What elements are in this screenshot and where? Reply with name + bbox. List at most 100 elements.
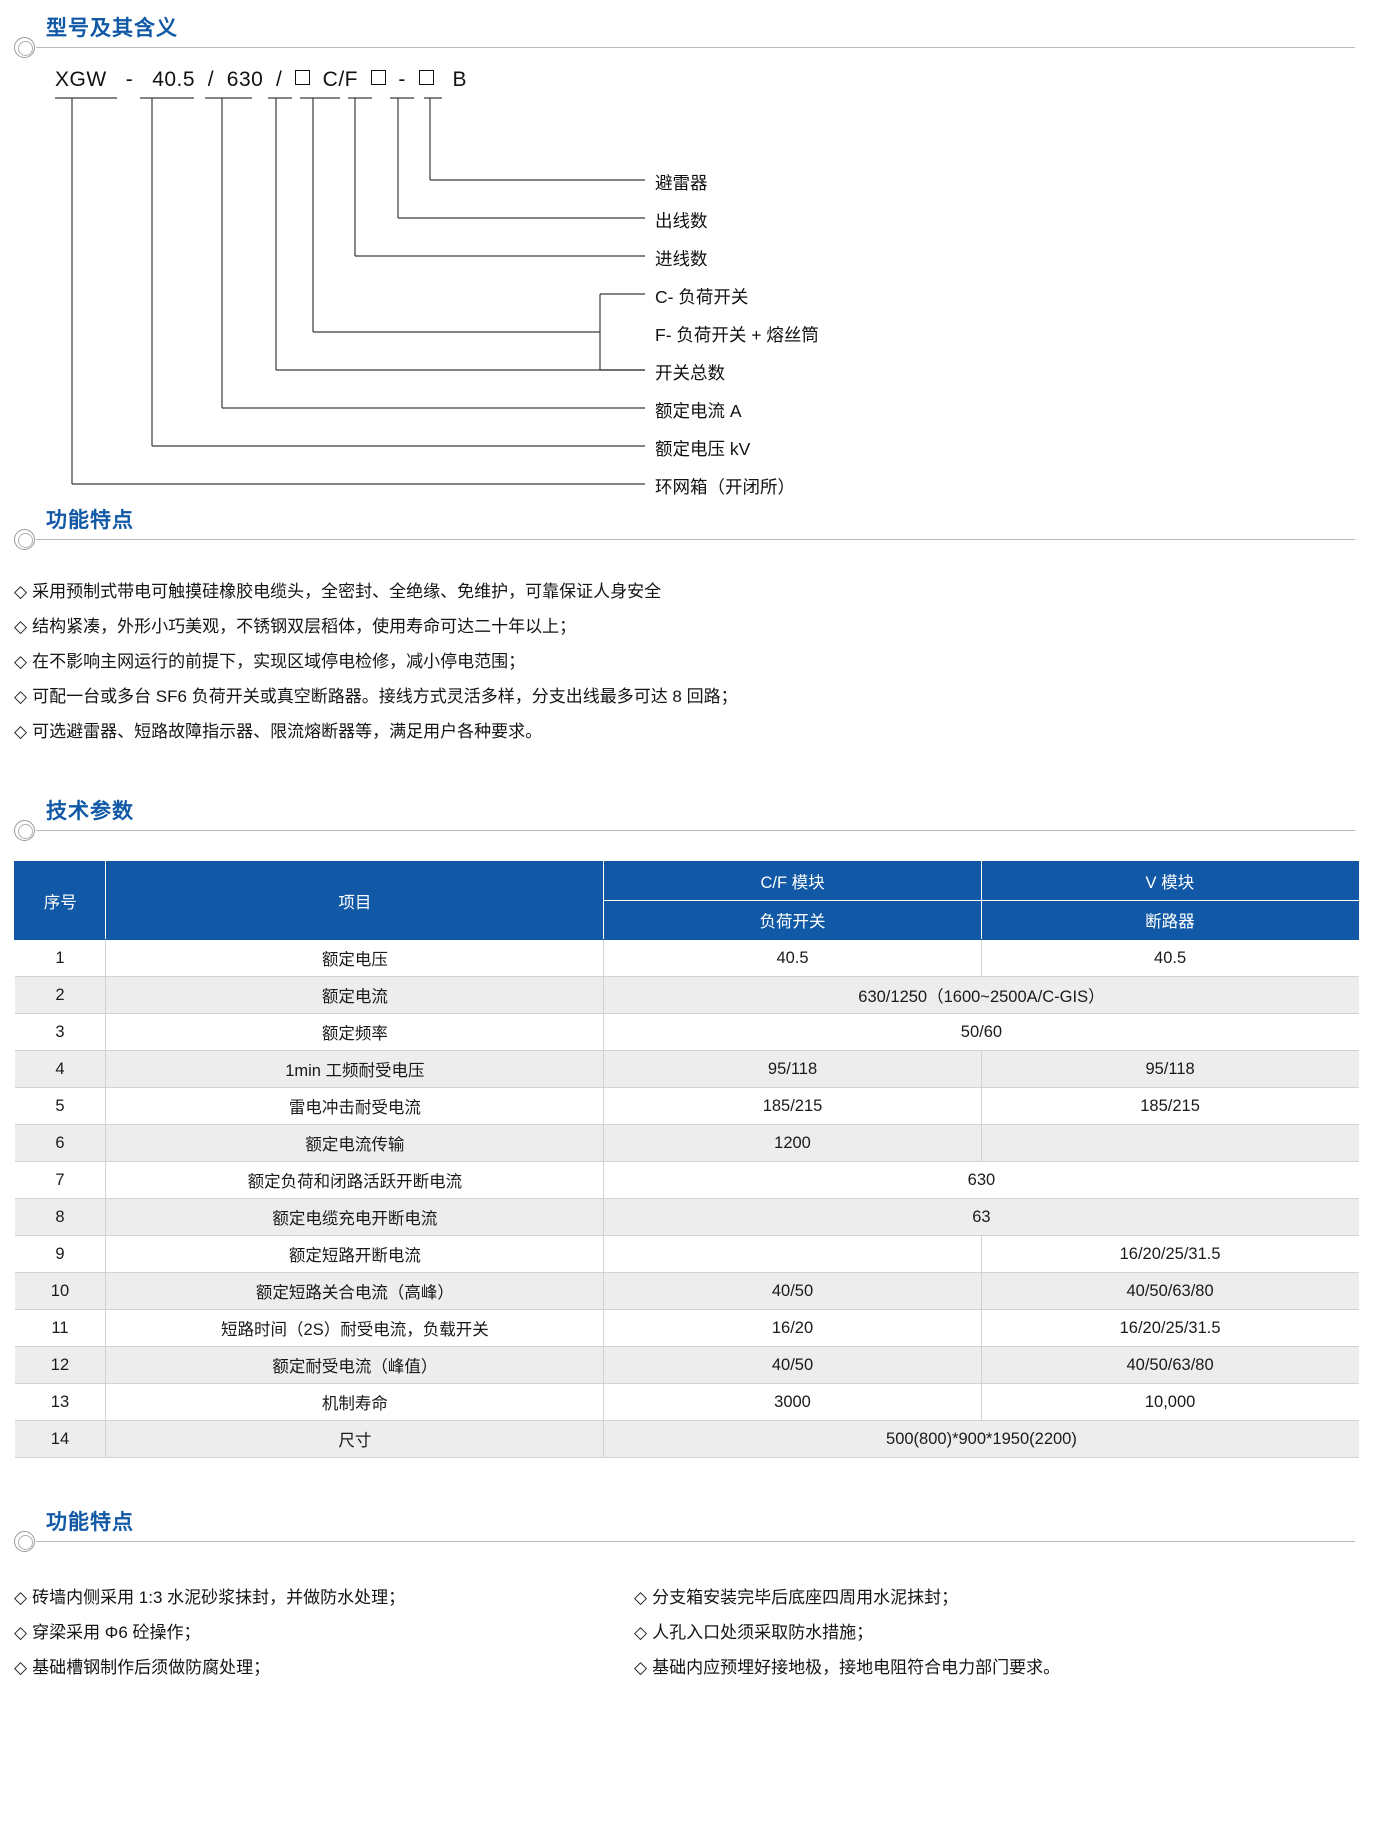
cell-merged-value: 500(800)*900*1950(2200) bbox=[603, 1420, 1359, 1458]
table-row: 8 额定电缆充电开断电流 63 bbox=[14, 1198, 1359, 1236]
cell-v-value: 40/50/63/80 bbox=[981, 1272, 1359, 1310]
table-row: 7 额定负荷和闭路活跃开断电流 630 bbox=[14, 1161, 1359, 1199]
model-label-outgoing-lines: 出线数 bbox=[655, 211, 708, 231]
cell-cf-value bbox=[603, 1235, 982, 1273]
ring-marker-icon bbox=[14, 820, 35, 841]
list-item: ◇ 可选避雷器、短路故障指示器、限流熔断器等，满足用户各种要求。 bbox=[14, 714, 1373, 749]
cell-no: 2 bbox=[14, 976, 107, 1014]
note-text: 人孔入口处须采取防水措施； bbox=[652, 1623, 874, 1642]
model-voltage: 40.5 bbox=[152, 68, 196, 91]
note-text: 穿梁采用 Φ6 砼操作； bbox=[32, 1623, 201, 1642]
notes-title: 功能特点 bbox=[46, 1511, 134, 1534]
cell-cf-value: 40/50 bbox=[603, 1272, 982, 1310]
col-header-v-module: V 模块 bbox=[980, 861, 1360, 901]
list-item: ◇ 人孔入口处须采取防水措施； bbox=[634, 1615, 1060, 1650]
table-header-row: 序号 项目 C/F 模块 V 模块 bbox=[13, 861, 1360, 940]
feature-text: 结构紧凑，外形小巧美观，不锈钢双层稻体，使用寿命可达二十年以上； bbox=[32, 617, 577, 636]
table-row: 3 额定频率 50/60 bbox=[14, 1013, 1359, 1051]
cell-cf-value: 185/215 bbox=[603, 1087, 982, 1125]
cell-cf-value: 16/20 bbox=[603, 1309, 982, 1347]
model-box-2 bbox=[370, 70, 386, 85]
cell-no: 7 bbox=[14, 1161, 107, 1199]
cell-v-value: 95/118 bbox=[981, 1050, 1359, 1088]
diamond-bullet-icon: ◇ bbox=[14, 652, 28, 671]
cell-item: 额定短路关合电流（高峰） bbox=[105, 1272, 605, 1310]
table-row: 14 尺寸 500(800)*900*1950(2200) bbox=[14, 1420, 1359, 1458]
section-header-notes: 功能特点 bbox=[0, 1494, 1373, 1552]
notes-left-column: ◇ 砖墙内侧采用 1:3 水泥砂浆抹封，并做防水处理； ◇ 穿梁采用 Φ6 砼操作；… bbox=[14, 1580, 405, 1685]
model-leader-lines bbox=[55, 97, 645, 485]
model-label-rated-current: 额定电流 A bbox=[655, 401, 742, 421]
cell-no: 13 bbox=[14, 1383, 107, 1421]
cell-item: 短路时间（2S）耐受电流，负载开关 bbox=[105, 1309, 605, 1347]
spec-table: 序号 项目 C/F 模块 V 模块 负荷开关 断路器 1 额定电压 40.5 40.5… bbox=[13, 861, 1360, 1458]
diamond-bullet-icon: ◇ bbox=[14, 1658, 28, 1677]
cell-v-value bbox=[981, 1124, 1359, 1162]
cell-item: 额定电流 bbox=[105, 976, 605, 1014]
header-rule bbox=[36, 1541, 1355, 1542]
cell-no: 1 bbox=[14, 939, 107, 977]
table-row: 2 额定电流 630/1250（1600~2500A/C-GIS） bbox=[14, 976, 1359, 1014]
cell-item: 额定频率 bbox=[105, 1013, 605, 1051]
table-row: 6 额定电流传输 1200 bbox=[14, 1124, 1359, 1162]
model-box-3 bbox=[418, 70, 434, 85]
table-row: 1 额定电压 40.5 40.5 bbox=[14, 939, 1359, 977]
diamond-bullet-icon: ◇ bbox=[634, 1588, 648, 1607]
cell-no: 9 bbox=[14, 1235, 107, 1273]
table-row: 10 额定短路关合电流（高峰） 40/50 40/50/63/80 bbox=[14, 1272, 1359, 1310]
cell-no: 6 bbox=[14, 1124, 107, 1162]
model-prefix: XGW bbox=[55, 68, 107, 91]
spec-table-body: 1 额定电压 40.5 40.5 2 额定电流 630/1250（1600~2500A/C-… bbox=[14, 939, 1359, 1458]
list-item: ◇ 基础内应预埋好接地极，接地电阻符合电力部门要求。 bbox=[634, 1650, 1060, 1685]
list-item: ◇ 穿梁采用 Φ6 砼操作； bbox=[14, 1615, 405, 1650]
spec-table-container: 序号 项目 C/F 模块 V 模块 负荷开关 断路器 1 额定电压 40.5 40.5… bbox=[13, 861, 1360, 1458]
model-label-rated-voltage: 额定电压 kV bbox=[655, 439, 751, 459]
cell-item: 1min 工频耐受电压 bbox=[105, 1050, 605, 1088]
section-header-specs: 技术参数 bbox=[0, 783, 1373, 841]
diamond-bullet-icon: ◇ bbox=[634, 1658, 648, 1677]
notes-columns: ◇ 砖墙内侧采用 1:3 水泥砂浆抹封，并做防水处理； ◇ 穿梁采用 Φ6 砼操作；… bbox=[14, 1580, 1373, 1710]
table-subheader-row: 负荷开关 断路器 bbox=[15, 900, 1360, 940]
model-label-ring-main-unit: 环网箱（开闭所） bbox=[655, 477, 795, 497]
model-label-arrester: 避雷器 bbox=[655, 173, 708, 193]
cell-v-value: 40/50/63/80 bbox=[981, 1346, 1359, 1384]
cell-cf-value: 3000 bbox=[603, 1383, 982, 1421]
section-header-features: 功能特点 bbox=[0, 492, 1373, 550]
specs-title: 技术参数 bbox=[46, 800, 134, 823]
model-designation-diagram: XGW - 40.5 / 630 / C/F - B bbox=[0, 62, 1373, 497]
cell-no: 14 bbox=[14, 1420, 107, 1458]
cell-merged-value: 630/1250（1600~2500A/C-GIS） bbox=[603, 976, 1359, 1014]
list-item: ◇ 结构紧凑，外形小巧美观，不锈钢双层稻体，使用寿命可达二十年以上； bbox=[14, 609, 1373, 644]
diamond-bullet-icon: ◇ bbox=[14, 1588, 28, 1607]
cell-cf-value: 1200 bbox=[603, 1124, 982, 1162]
section-header-model: 型号及其含义 bbox=[0, 0, 1373, 58]
cell-cf-value: 40.5 bbox=[603, 939, 982, 977]
table-row: 9 额定短路开断电流 16/20/25/31.5 bbox=[14, 1235, 1359, 1273]
diamond-bullet-icon: ◇ bbox=[14, 582, 28, 601]
cell-item: 尺寸 bbox=[105, 1420, 605, 1458]
cell-v-value: 16/20/25/31.5 bbox=[981, 1235, 1359, 1273]
cell-cf-value: 40/50 bbox=[603, 1346, 982, 1384]
diamond-bullet-icon: ◇ bbox=[14, 722, 28, 741]
table-row: 11 短路时间（2S）耐受电流，负载开关 16/20 16/20/25/31.5 bbox=[14, 1309, 1359, 1347]
cell-no: 5 bbox=[14, 1087, 107, 1125]
cell-item: 额定短路开断电流 bbox=[105, 1235, 605, 1273]
ring-marker-icon bbox=[14, 1531, 35, 1552]
list-item: ◇ 分支箱安装完毕后底座四周用水泥抹封； bbox=[634, 1580, 1060, 1615]
col-subheader-breaker: 断路器 bbox=[980, 900, 1360, 940]
note-text: 分支箱安装完毕后底座四周用水泥抹封； bbox=[652, 1588, 959, 1607]
cell-merged-value: 63 bbox=[603, 1198, 1359, 1236]
cell-cf-value: 95/118 bbox=[603, 1050, 982, 1088]
list-item: ◇ 基础槽钢制作后须做防腐处理； bbox=[14, 1650, 405, 1685]
model-current: 630 bbox=[226, 68, 264, 91]
col-header-no: 序号 bbox=[13, 861, 107, 940]
notes-right-column: ◇ 分支箱安装完毕后底座四周用水泥抹封； ◇ 人孔入口处须采取防水措施； ◇ 基础内应… bbox=[634, 1580, 1060, 1685]
note-text: 基础内应预埋好接地极，接地电阻符合电力部门要求。 bbox=[652, 1658, 1061, 1677]
feature-list: ◇ 采用预制式带电可触摸硅橡胶电缆头，全密封、全绝缘、免维护，可靠保证人身安全 ◇… bbox=[14, 574, 1373, 749]
diamond-bullet-icon: ◇ bbox=[14, 687, 28, 706]
cell-no: 12 bbox=[14, 1346, 107, 1384]
cell-v-value: 185/215 bbox=[981, 1087, 1359, 1125]
cell-v-value: 40.5 bbox=[981, 939, 1359, 977]
model-box-1 bbox=[295, 70, 310, 85]
list-item: ◇ 采用预制式带电可触摸硅橡胶电缆头，全密封、全绝缘、免维护，可靠保证人身安全 bbox=[14, 574, 1373, 609]
